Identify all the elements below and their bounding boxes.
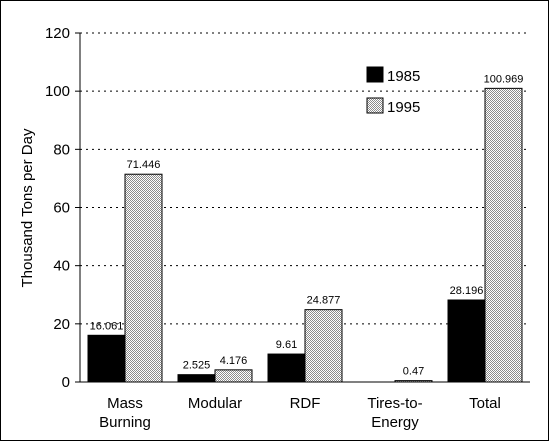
- y-tick-label: 80: [53, 141, 70, 158]
- data-label: 9.61: [276, 339, 297, 351]
- data-label: 71.446: [127, 159, 161, 171]
- data-label: 2.525: [183, 360, 211, 372]
- data-label: 24.877: [307, 295, 341, 307]
- x-category-label: Energy: [371, 414, 419, 431]
- series-1995-bar: [124, 173, 163, 383]
- data-label: 100.969: [484, 73, 524, 85]
- series-1995-bar: [214, 369, 253, 383]
- data-label: 0.47: [403, 366, 424, 378]
- y-tick-label: 40: [53, 258, 70, 275]
- y-tick-label: 20: [53, 316, 70, 333]
- x-category-label: Mass: [107, 395, 143, 412]
- x-category-label: Modular: [188, 395, 242, 412]
- y-tick-label: 60: [53, 200, 70, 217]
- data-label: 4.176: [220, 355, 248, 367]
- legend-label-1985: 1985: [387, 68, 420, 85]
- series-1985-bar: [267, 353, 306, 383]
- series-1995-bar: [304, 309, 343, 383]
- x-category-label: Tires-to-: [367, 395, 422, 412]
- x-category-label: Total: [469, 395, 501, 412]
- y-tick-label: 0: [62, 374, 70, 391]
- series-1985-bar: [87, 334, 126, 383]
- series-1985-bar: [447, 299, 486, 383]
- legend-swatch-1995: [366, 97, 384, 114]
- x-category-label: Burning: [99, 414, 151, 431]
- data-label: 28.196: [450, 285, 484, 297]
- y-tick-label: 120: [45, 25, 70, 42]
- series-1995-bar: [394, 380, 433, 383]
- y-axis-title: Thousand Tons per Day: [19, 128, 36, 287]
- series-1985-bar: [177, 374, 216, 383]
- data-label: 16.061: [90, 320, 124, 332]
- x-category-label: RDF: [290, 395, 321, 412]
- legend-swatch-1985: [366, 66, 384, 83]
- y-tick-label: 100: [45, 83, 70, 100]
- series-1995-bar: [484, 87, 523, 383]
- legend-label-1995: 1995: [387, 99, 420, 116]
